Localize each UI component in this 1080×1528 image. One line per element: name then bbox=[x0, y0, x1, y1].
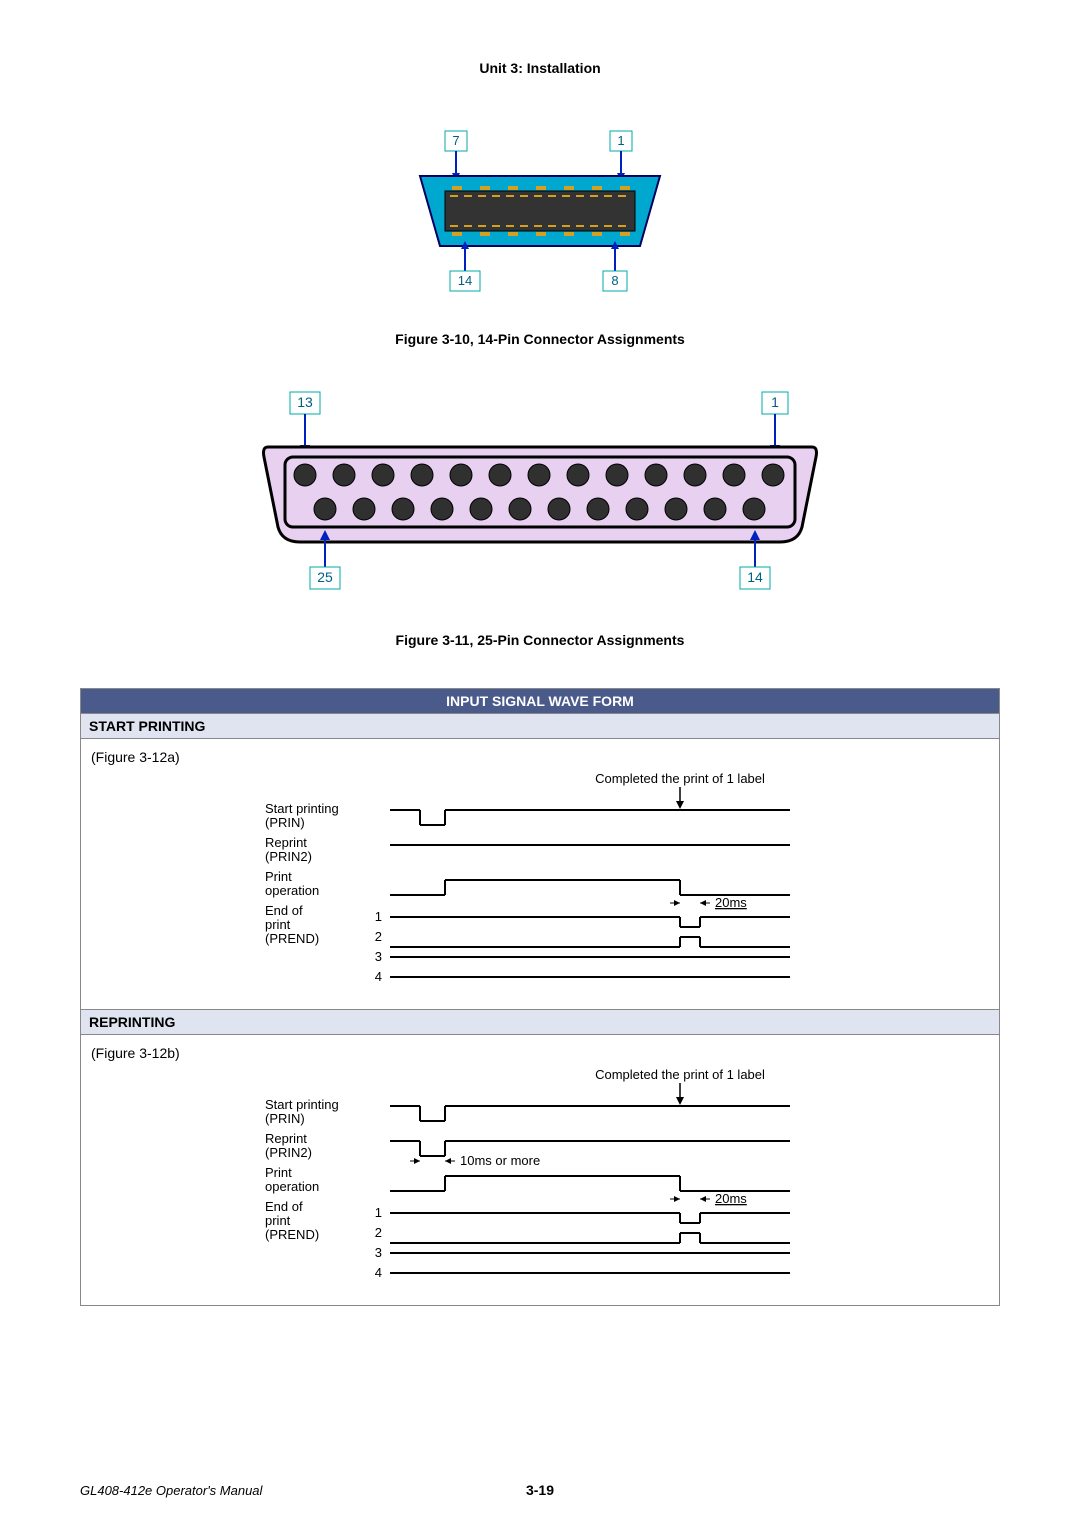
svg-text:Start printing: Start printing bbox=[265, 1097, 339, 1112]
svg-text:Reprint: Reprint bbox=[265, 1131, 307, 1146]
pin-label-14: 14 bbox=[458, 273, 472, 288]
svg-text:Completed the print of 1 label: Completed the print of 1 label bbox=[595, 771, 765, 786]
section-reprinting: REPRINTING bbox=[81, 1010, 1000, 1035]
caption-14pin: Figure 3-10, 14-Pin Connector Assignment… bbox=[80, 331, 1000, 347]
svg-text:4: 4 bbox=[375, 1265, 382, 1280]
svg-text:(PREND): (PREND) bbox=[265, 931, 319, 946]
waveform-start-printing: (Figure 3-12a) Completed the print of 1 … bbox=[81, 739, 1000, 1010]
connector-25pin-svg: 13 1 25 14 bbox=[260, 387, 820, 617]
connector-14pin-svg: 7 1 bbox=[410, 126, 670, 316]
pin-label-14-b: 14 bbox=[747, 569, 763, 585]
svg-text:1: 1 bbox=[375, 909, 382, 924]
svg-text:3: 3 bbox=[375, 1245, 382, 1260]
caption-25pin: Figure 3-11, 25-Pin Connector Assignment… bbox=[80, 632, 1000, 648]
svg-text:(PRIN): (PRIN) bbox=[265, 815, 305, 830]
svg-text:End of: End of bbox=[265, 1199, 303, 1214]
svg-text:(PREND): (PREND) bbox=[265, 1227, 319, 1242]
svg-text:End of: End of bbox=[265, 903, 303, 918]
pin-label-25: 25 bbox=[317, 569, 333, 585]
page: Unit 3: Installation 7 1 bbox=[0, 0, 1080, 1528]
svg-text:Start printing: Start printing bbox=[265, 801, 339, 816]
svg-text:20ms: 20ms bbox=[715, 1191, 747, 1206]
svg-text:operation: operation bbox=[265, 883, 319, 898]
svg-text:(PRIN): (PRIN) bbox=[265, 1111, 305, 1126]
svg-text:(PRIN2): (PRIN2) bbox=[265, 849, 312, 864]
waveform-reprinting: (Figure 3-12b) Completed the print of 1 … bbox=[81, 1035, 1000, 1306]
svg-text:Print: Print bbox=[265, 1165, 292, 1180]
svg-text:(PRIN2): (PRIN2) bbox=[265, 1145, 312, 1160]
figure-ref-a: (Figure 3-12a) bbox=[91, 749, 989, 765]
pin-label-7: 7 bbox=[452, 133, 459, 148]
pin-label-1: 1 bbox=[617, 133, 624, 148]
svg-text:3: 3 bbox=[375, 949, 382, 964]
waveform-table: INPUT SIGNAL WAVE FORM START PRINTING (F… bbox=[80, 688, 1000, 1306]
svg-text:print: print bbox=[265, 917, 291, 932]
svg-text:Completed the print of 1 label: Completed the print of 1 label bbox=[595, 1067, 765, 1082]
svg-text:1: 1 bbox=[375, 1205, 382, 1220]
figure-14pin: 7 1 bbox=[80, 126, 1000, 347]
pin-label-8: 8 bbox=[611, 273, 618, 288]
svg-text:2: 2 bbox=[375, 1225, 382, 1240]
svg-text:10ms or more: 10ms or more bbox=[460, 1153, 540, 1168]
svg-text:Reprint: Reprint bbox=[265, 835, 307, 850]
svg-text:2: 2 bbox=[375, 929, 382, 944]
page-number: 3-19 bbox=[0, 1482, 1080, 1498]
svg-text:4: 4 bbox=[375, 969, 382, 984]
table-title: INPUT SIGNAL WAVE FORM bbox=[81, 689, 1000, 714]
page-header: Unit 3: Installation bbox=[80, 60, 1000, 76]
svg-text:Print: Print bbox=[265, 869, 292, 884]
waveform-svg-b: Completed the print of 1 label Start prin… bbox=[260, 1061, 820, 1291]
svg-text:operation: operation bbox=[265, 1179, 319, 1194]
svg-text:20ms: 20ms bbox=[715, 895, 747, 910]
waveform-svg-a: Completed the print of 1 label Start prin… bbox=[260, 765, 820, 995]
svg-text:print: print bbox=[265, 1213, 291, 1228]
figure-ref-b: (Figure 3-12b) bbox=[91, 1045, 989, 1061]
figure-25pin: 13 1 25 14 Figure 3-11, 25-Pin Connector bbox=[80, 387, 1000, 648]
pin-label-13: 13 bbox=[297, 394, 313, 410]
pin-label-1-b: 1 bbox=[771, 394, 779, 410]
section-start-printing: START PRINTING bbox=[81, 714, 1000, 739]
